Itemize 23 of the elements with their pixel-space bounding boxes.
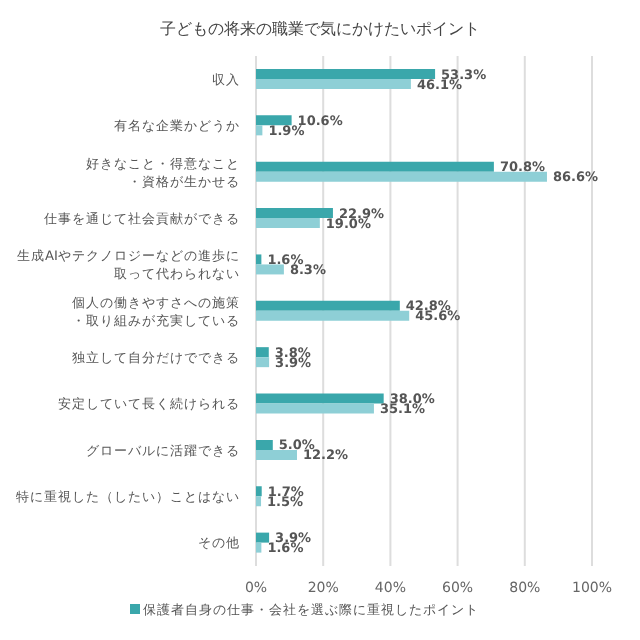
bar (256, 449, 297, 460)
bar (256, 264, 284, 275)
bar (256, 254, 262, 265)
bar (256, 125, 263, 136)
bar (256, 393, 384, 404)
bar (256, 161, 494, 172)
chart-title: 子どもの将来の職業で気にかけたいポイント (158, 18, 482, 42)
bar (256, 496, 262, 507)
bar (256, 403, 374, 414)
bar (256, 532, 270, 543)
bar (256, 68, 436, 79)
bar (256, 115, 292, 126)
bar (256, 78, 411, 89)
bar (256, 357, 270, 368)
bar (256, 347, 269, 358)
bar (256, 300, 400, 311)
bar (256, 486, 262, 497)
bar (256, 171, 547, 182)
bar (256, 310, 410, 321)
bar (256, 542, 262, 553)
bar (256, 218, 320, 229)
bar (256, 439, 273, 450)
bar (256, 208, 333, 219)
